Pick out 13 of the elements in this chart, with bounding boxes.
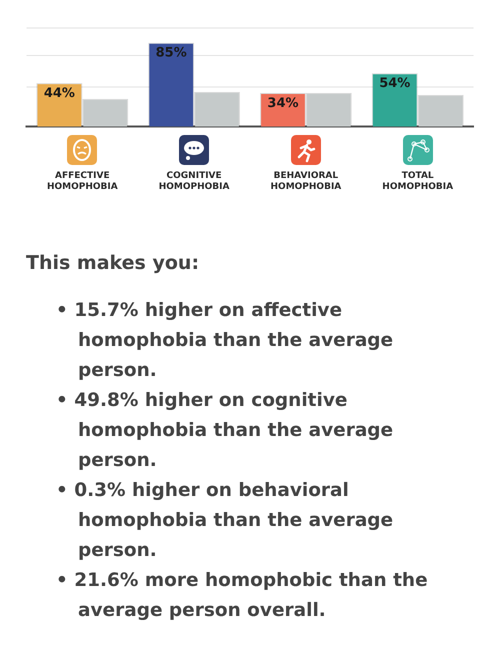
text: This makes you:	[26, 252, 200, 274]
data-label: 54%	[379, 76, 410, 92]
text: • 21.6% more homophobic than the average person overall.	[56, 569, 429, 623]
x-tick-label: TOTAL HOMOPHOBIA	[382, 171, 454, 192]
text: • 49.8% higher on cognitive homophobia than the average person.	[56, 389, 394, 473]
data-label: 44%	[44, 86, 75, 102]
data-label: 85%	[156, 46, 187, 61]
x-tick-label: AFFECTIVE HOMOPHOBIA	[46, 171, 118, 192]
x-tick-label: BEHAVIORAL HOMOPHOBIA	[270, 171, 342, 192]
text: • 15.7% higher on affective homophobia than the average person.	[56, 299, 394, 383]
text: • 0.3% higher on behavioral homophobia than the average person.	[56, 479, 394, 563]
data-label: 34%	[267, 96, 299, 111]
x-tick-label: COGNITIVE HOMOPHOBIA	[158, 171, 230, 192]
